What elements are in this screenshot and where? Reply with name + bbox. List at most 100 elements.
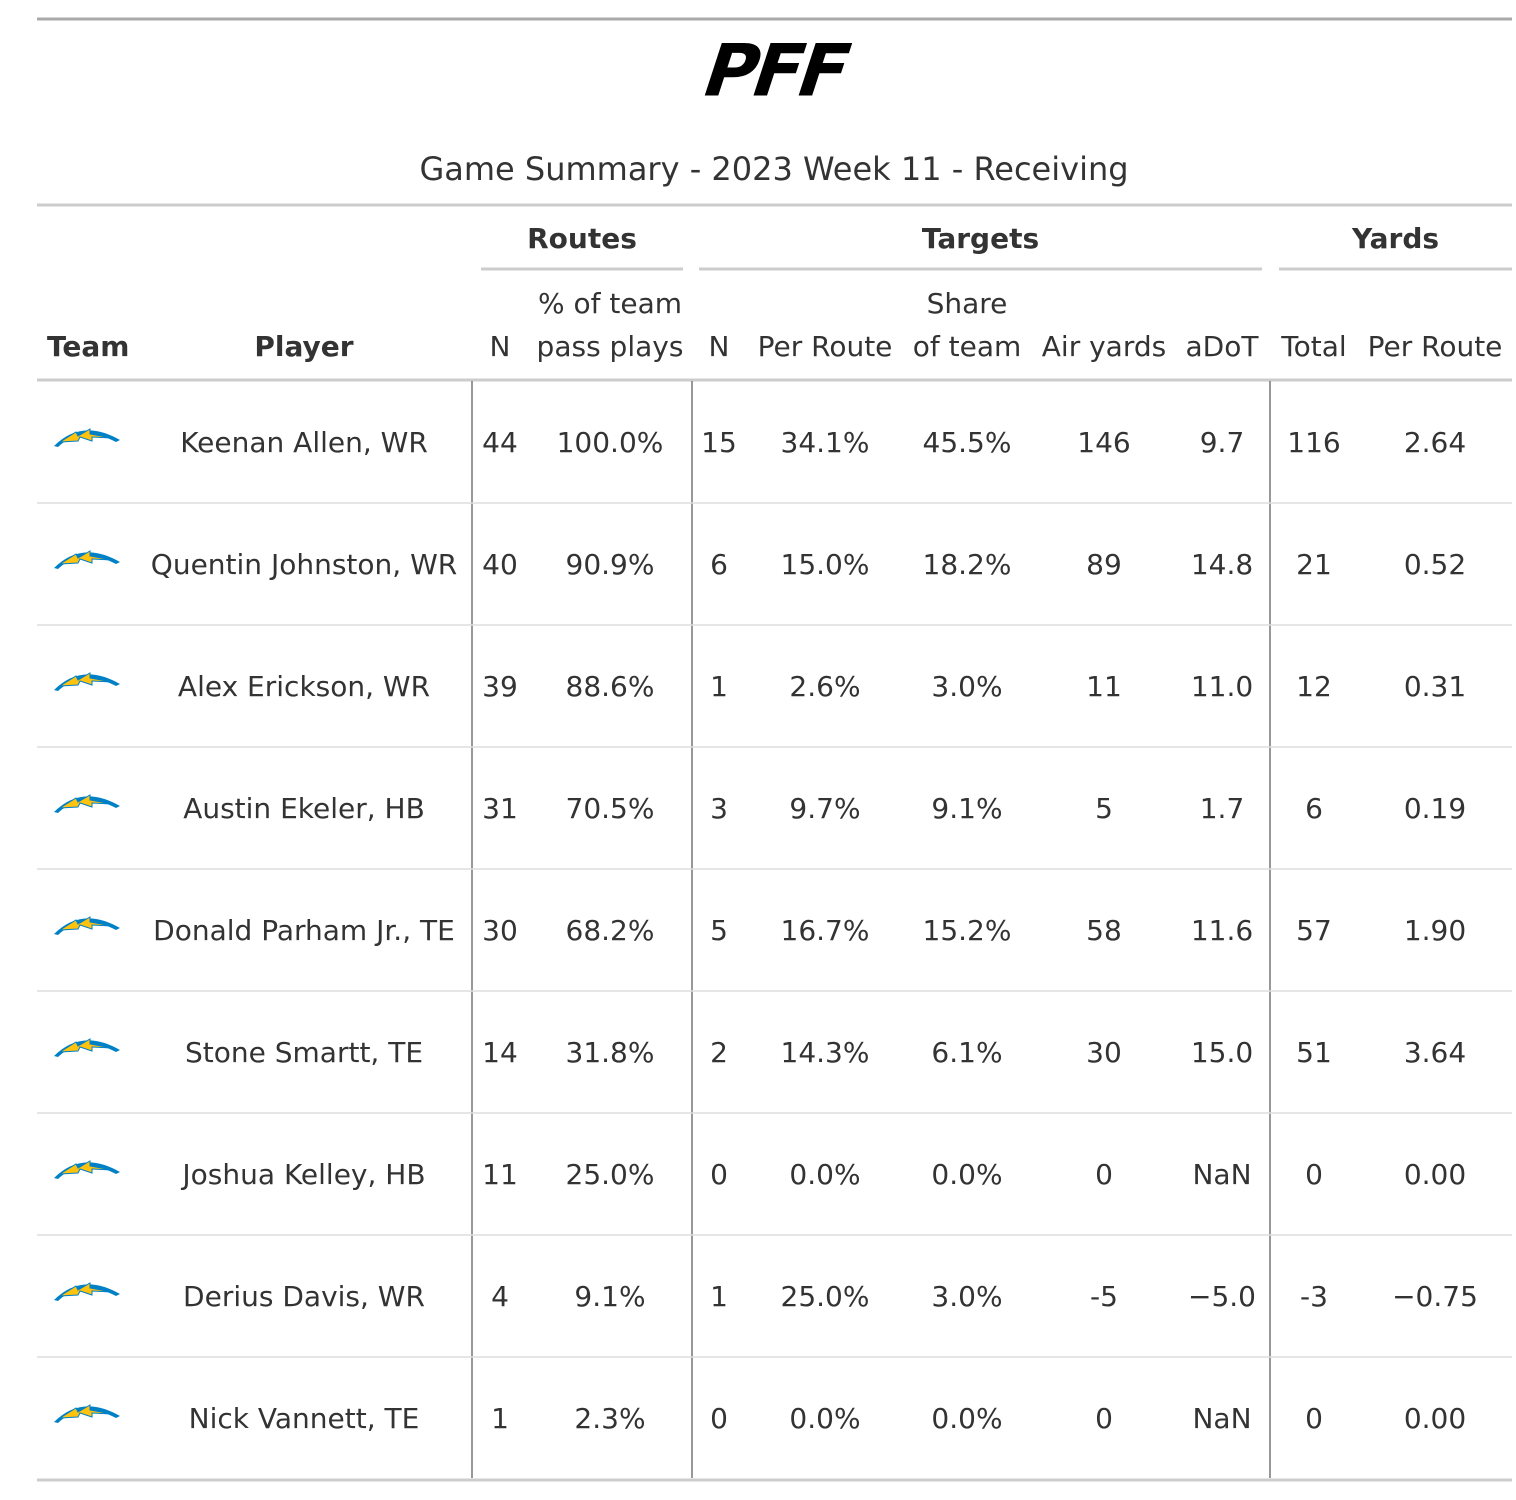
stat-cell: 9.7% xyxy=(789,792,860,825)
stat-cell: 4 xyxy=(491,1280,509,1313)
stat-cell: 116 xyxy=(1287,426,1340,459)
stat-cell: NaN xyxy=(1192,1158,1251,1191)
stat-cell: 18.2% xyxy=(923,548,1012,581)
stat-cell: 12 xyxy=(1296,670,1332,703)
stat-cell: 0 xyxy=(710,1402,728,1435)
stat-cell: 30 xyxy=(482,914,518,947)
stat-cell: 57 xyxy=(1296,914,1332,947)
stat-cell: 11.6 xyxy=(1191,914,1253,947)
stat-cell: 88.6% xyxy=(566,670,655,703)
player-name: Derius Davis, WR xyxy=(183,1280,425,1313)
team-logo xyxy=(53,1404,121,1424)
stat-cell: 0 xyxy=(1305,1402,1323,1435)
stat-cell: 39 xyxy=(482,670,518,703)
stat-cell: 34.1% xyxy=(781,426,870,459)
stat-cell: 90.9% xyxy=(566,548,655,581)
stat-cell: 68.2% xyxy=(566,914,655,947)
stat-cell: 45.5% xyxy=(923,426,1012,459)
stat-cell: 1 xyxy=(710,1280,728,1313)
stat-cell: 1 xyxy=(491,1402,509,1435)
team-logo xyxy=(53,550,121,570)
stat-cell: 0.0% xyxy=(931,1158,1002,1191)
stat-cell: 11 xyxy=(482,1158,518,1191)
player-name: Joshua Kelley, HB xyxy=(180,1158,425,1191)
stat-cell: 30 xyxy=(1086,1036,1122,1069)
stat-cell: 0 xyxy=(1305,1158,1323,1191)
player-name: Nick Vannett, TE xyxy=(189,1402,420,1435)
stat-cell: −0.75 xyxy=(1392,1280,1478,1313)
stat-cell: 5 xyxy=(1095,792,1113,825)
stat-cell: 21 xyxy=(1296,548,1332,581)
stat-cell: 9.1% xyxy=(574,1280,645,1313)
stat-cell: 6.1% xyxy=(931,1036,1002,1069)
spanner-label: Yards xyxy=(1351,222,1439,255)
stat-cell: NaN xyxy=(1192,1402,1251,1435)
stat-cell: -3 xyxy=(1300,1280,1328,1313)
stat-cell: 1.7 xyxy=(1200,792,1245,825)
stat-cell: 58 xyxy=(1086,914,1122,947)
player-name: Austin Ekeler, HB xyxy=(183,792,425,825)
column-header: Team xyxy=(47,330,129,363)
stat-cell: 14.3% xyxy=(781,1036,870,1069)
stat-cell: 0 xyxy=(1095,1158,1113,1191)
player-name: Quentin Johnston, WR xyxy=(151,548,457,581)
column-header: Share xyxy=(927,287,1008,320)
stat-cell: 3.0% xyxy=(931,1280,1002,1313)
stat-cell: 15.0 xyxy=(1191,1036,1253,1069)
stat-cell: 3 xyxy=(710,792,728,825)
spanner-label: Targets xyxy=(922,222,1039,255)
stat-cell: 0.0% xyxy=(789,1158,860,1191)
stat-cell: 16.7% xyxy=(781,914,870,947)
player-name: Stone Smartt, TE xyxy=(185,1036,423,1069)
stat-cell: 0.00 xyxy=(1404,1402,1466,1435)
stat-cell: 14 xyxy=(482,1036,518,1069)
column-header: N xyxy=(709,330,730,363)
stat-cell: −5.0 xyxy=(1188,1280,1256,1313)
player-name: Keenan Allen, WR xyxy=(180,426,428,459)
stat-cell: 15 xyxy=(701,426,737,459)
stat-cell: 0.19 xyxy=(1404,792,1466,825)
player-name: Donald Parham Jr., TE xyxy=(153,914,455,947)
team-logo xyxy=(53,1038,121,1058)
column-header: pass plays xyxy=(537,330,684,363)
column-header: Total xyxy=(1280,330,1346,363)
stat-cell: 70.5% xyxy=(566,792,655,825)
player-name: Alex Erickson, WR xyxy=(178,670,430,703)
column-header: Per Route xyxy=(758,330,893,363)
stat-cell: 2.3% xyxy=(574,1402,645,1435)
stat-cell: 11.0 xyxy=(1191,670,1253,703)
stat-cell: 2.6% xyxy=(789,670,860,703)
stat-cell: 9.7 xyxy=(1200,426,1245,459)
stat-cell: 5 xyxy=(710,914,728,947)
stat-cell: 31 xyxy=(482,792,518,825)
table-title: Game Summary - 2023 Week 11 - Receiving xyxy=(419,150,1128,188)
team-logo xyxy=(53,1282,121,1302)
stat-cell: 31.8% xyxy=(566,1036,655,1069)
stat-cell: 0.0% xyxy=(931,1402,1002,1435)
stat-cell: 6 xyxy=(1305,792,1323,825)
stat-cell: 3.0% xyxy=(931,670,1002,703)
stat-cell: 25.0% xyxy=(566,1158,655,1191)
stat-cell: 146 xyxy=(1077,426,1130,459)
column-header: N xyxy=(490,330,511,363)
logo: PFF xyxy=(692,29,858,113)
stat-cell: 100.0% xyxy=(557,426,664,459)
team-logo xyxy=(53,916,121,936)
stat-cell: 3.64 xyxy=(1404,1036,1466,1069)
column-header: % of team xyxy=(538,287,682,320)
stat-cell: 0.52 xyxy=(1404,548,1466,581)
stat-cell: 15.0% xyxy=(781,548,870,581)
stat-cell: 1 xyxy=(710,670,728,703)
team-logo xyxy=(53,428,121,448)
stat-cell: 0.31 xyxy=(1404,670,1466,703)
stat-cell: 2 xyxy=(710,1036,728,1069)
stat-cell: 9.1% xyxy=(931,792,1002,825)
stat-cell: 89 xyxy=(1086,548,1122,581)
stat-cell: -5 xyxy=(1090,1280,1118,1313)
stat-cell: 0 xyxy=(1095,1402,1113,1435)
stat-cell: 44 xyxy=(482,426,518,459)
stat-cell: 6 xyxy=(710,548,728,581)
stat-cell: 0 xyxy=(710,1158,728,1191)
